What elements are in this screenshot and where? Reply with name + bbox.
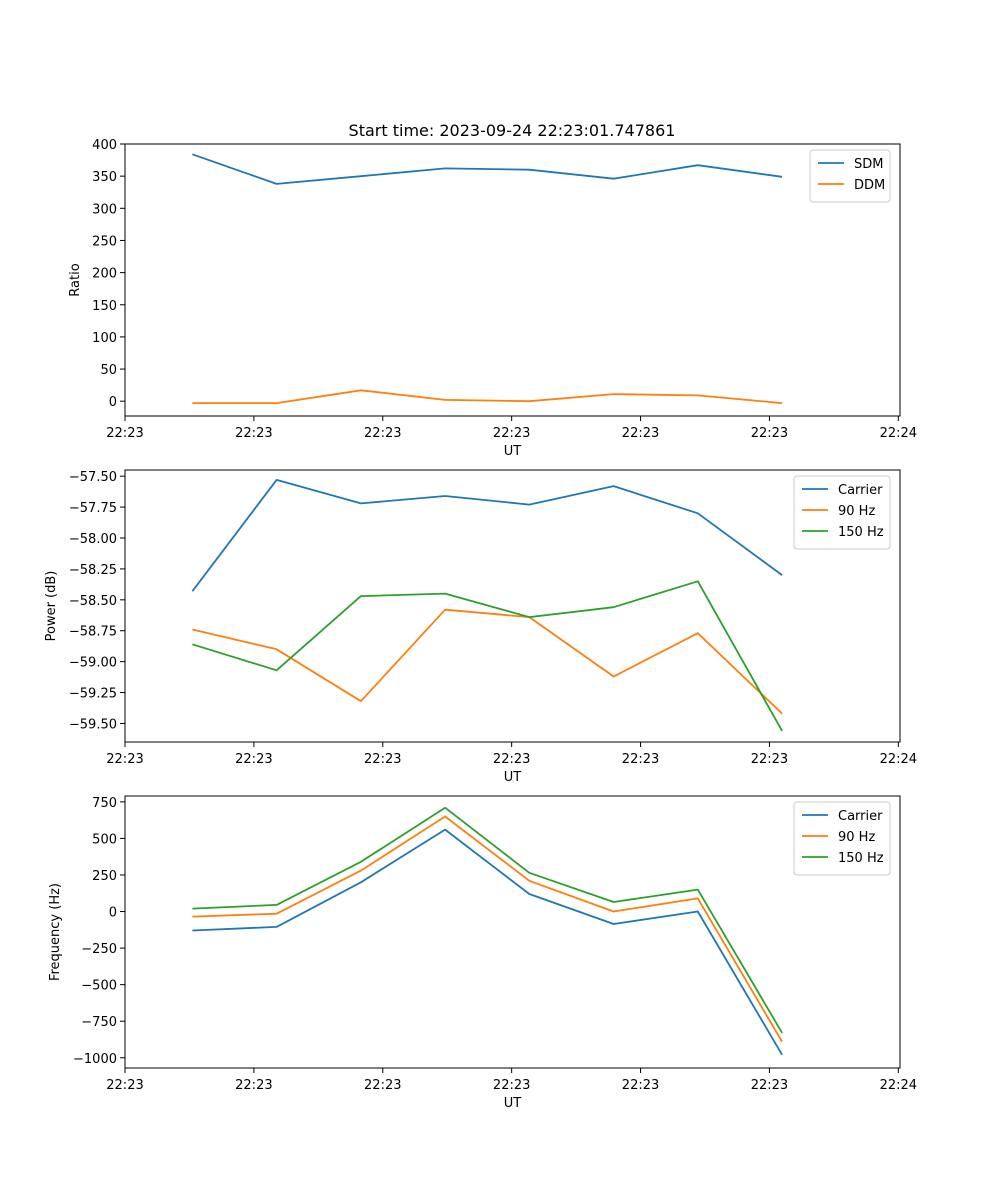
power-series-150-hz bbox=[192, 580, 783, 732]
power-y-tick-label: −58.50 bbox=[69, 594, 117, 609]
chart-title: Start time: 2023-09-24 22:23:01.747861 bbox=[349, 121, 676, 140]
power-y-axis-label: Power (dB) bbox=[44, 571, 59, 642]
frequency-x-tick-label: 22:23 bbox=[622, 1078, 659, 1093]
frequency-y-tick-label: −500 bbox=[81, 979, 117, 994]
frequency-y-tick-label: 500 bbox=[92, 832, 117, 847]
ratio-panel: 22:23 22:23 22:23 22:23 22:23 22:23 22:24 0 50 10… bbox=[68, 138, 917, 459]
frequency-y-tick-label: −1000 bbox=[73, 1052, 117, 1067]
ratio-y-tick-label: 200 bbox=[92, 267, 117, 282]
power-legend-label-90-hz: 90 Hz bbox=[838, 504, 875, 519]
ratio-y-tick-label: 350 bbox=[92, 170, 117, 185]
power-y-tick-label: −59.25 bbox=[69, 687, 117, 702]
frequency-y-tick-label: −250 bbox=[81, 942, 117, 957]
power-legend-label-carrier: Carrier bbox=[838, 483, 883, 498]
ratio-y-tick-label: 100 bbox=[92, 331, 117, 346]
ratio-y-tick-label: 0 bbox=[109, 395, 117, 410]
ratio-y-axis-label: Ratio bbox=[68, 263, 83, 296]
frequency-legend-label-90-hz: 90 Hz bbox=[838, 830, 875, 845]
power-legend-label-150-hz: 150 Hz bbox=[838, 525, 884, 540]
ratio-legend-label-ddm: DDM bbox=[854, 178, 885, 193]
ratio-series-sdm bbox=[192, 153, 783, 185]
frequency-legend-label-carrier: Carrier bbox=[838, 809, 883, 824]
ratio-legend-label-sdm: SDM bbox=[854, 157, 883, 172]
frequency-x-tick-label: 22:24 bbox=[880, 1078, 917, 1093]
frequency-y-tick-label: 250 bbox=[92, 869, 117, 884]
power-x-tick-label: 22:23 bbox=[364, 752, 401, 767]
frequency-series-150-hz bbox=[192, 806, 783, 1034]
power-x-axis-label: UT bbox=[504, 770, 522, 785]
power-y-tick-label: −58.25 bbox=[69, 563, 117, 578]
frequency-x-axis-label: UT bbox=[504, 1096, 522, 1111]
power-x-tick-label: 22:23 bbox=[106, 752, 143, 767]
power-x-tick-label: 22:24 bbox=[880, 752, 917, 767]
frequency-y-tick-label: 0 bbox=[109, 906, 117, 921]
power-y-tick-label: −59.00 bbox=[69, 656, 117, 671]
power-y-tick-label: −57.75 bbox=[69, 501, 117, 516]
frequency-x-tick-label: 22:23 bbox=[751, 1078, 788, 1093]
frequency-x-tick-label: 22:23 bbox=[106, 1078, 143, 1093]
ratio-y-tick-label: 50 bbox=[100, 363, 117, 378]
power-y-tick-label: −58.75 bbox=[69, 625, 117, 640]
frequency-y-axis-label: Frequency (Hz) bbox=[48, 883, 63, 981]
power-x-tick-label: 22:23 bbox=[751, 752, 788, 767]
ratio-x-tick-label: 22:24 bbox=[880, 426, 917, 441]
ratio-y-tick-label: 150 bbox=[92, 299, 117, 314]
ratio-x-tick-label: 22:23 bbox=[235, 426, 272, 441]
ratio-y-tick-label: 400 bbox=[92, 138, 117, 153]
frequency-panel: 22:23 22:23 22:23 22:23 22:23 22:23 22:24 750 50… bbox=[48, 795, 917, 1111]
power-panel: 22:23 22:23 22:23 22:23 22:23 22:23 22:24 −57.5… bbox=[44, 469, 917, 785]
power-plot-frame bbox=[124, 469, 901, 743]
frequency-series-90-hz bbox=[192, 815, 783, 1043]
frequency-x-tick-label: 22:23 bbox=[364, 1078, 401, 1093]
frequency-x-tick-label: 22:23 bbox=[235, 1078, 272, 1093]
ratio-x-tick-label: 22:23 bbox=[106, 426, 143, 441]
ratio-x-tick-label: 22:23 bbox=[751, 426, 788, 441]
power-x-tick-label: 22:23 bbox=[493, 752, 530, 767]
ratio-x-tick-label: 22:23 bbox=[622, 426, 659, 441]
frequency-y-tick-label: 750 bbox=[92, 796, 117, 811]
ratio-x-tick-label: 22:23 bbox=[493, 426, 530, 441]
power-y-tick-label: −59.50 bbox=[69, 717, 117, 732]
frequency-series-carrier bbox=[192, 828, 783, 1056]
ratio-y-tick-label: 250 bbox=[92, 234, 117, 249]
ratio-y-tick-label: 300 bbox=[92, 202, 117, 217]
ratio-plot-frame bbox=[124, 143, 901, 417]
frequency-plot-frame bbox=[124, 795, 901, 1069]
power-x-tick-label: 22:23 bbox=[622, 752, 659, 767]
frequency-legend-label-150-hz: 150 Hz bbox=[838, 851, 884, 866]
ratio-x-axis-label: UT bbox=[504, 444, 522, 459]
power-series-carrier bbox=[191, 478, 783, 592]
frequency-x-tick-label: 22:23 bbox=[493, 1078, 530, 1093]
power-x-tick-label: 22:23 bbox=[235, 752, 272, 767]
power-y-tick-label: −58.00 bbox=[69, 532, 117, 547]
frequency-y-tick-label: −750 bbox=[81, 1015, 117, 1030]
ratio-series-ddm bbox=[192, 389, 783, 405]
power-y-tick-label: −57.50 bbox=[69, 470, 117, 485]
ratio-x-tick-label: 22:23 bbox=[364, 426, 401, 441]
